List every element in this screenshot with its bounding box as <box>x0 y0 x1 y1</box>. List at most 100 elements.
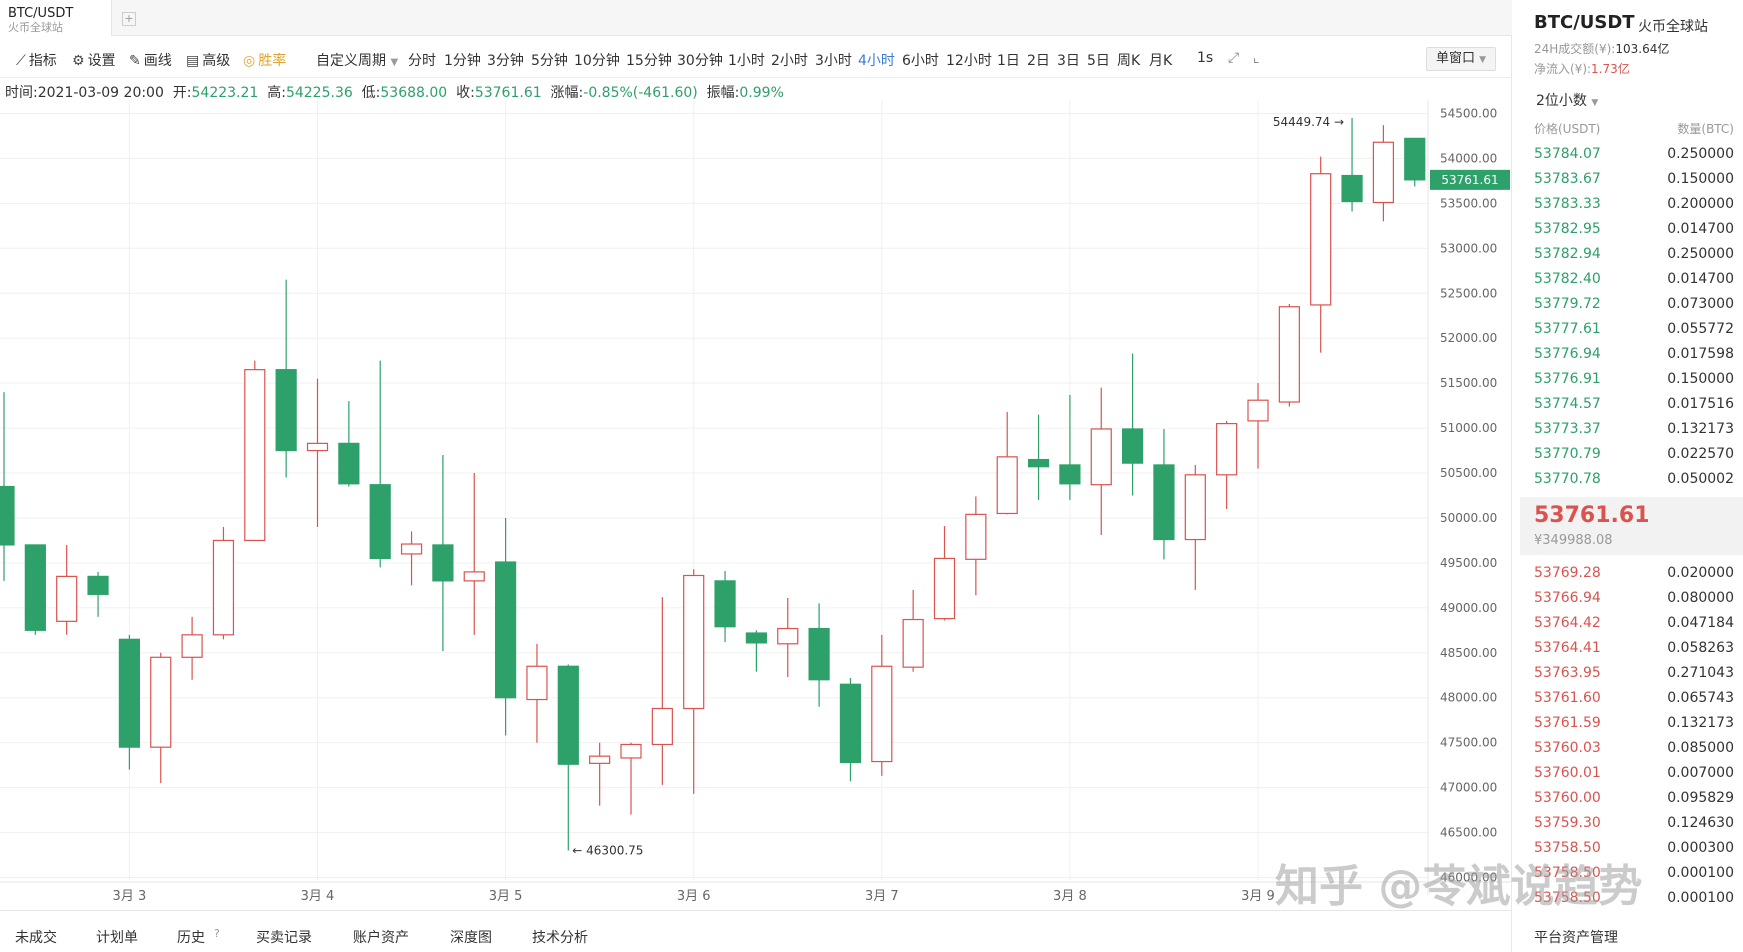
bid-row[interactable]: 53770.79 0.022570 <box>1534 446 1734 471</box>
winrate-button[interactable]: ◎ 胜率 <box>243 50 286 70</box>
ask-row[interactable]: 53758.50 0.000300 <box>1534 840 1734 865</box>
ask-row[interactable]: 53764.41 0.058263 <box>1534 640 1734 665</box>
candlestick-chart[interactable]: 46000.00 46500.00 47000.00 47500.00 48000.00… <box>0 100 1512 910</box>
settings-button[interactable]: ⚙ 设置 <box>72 50 116 70</box>
period-14[interactable]: 2日 <box>1027 53 1050 69</box>
time-label: 时间: <box>5 85 38 101</box>
bid-row[interactable]: 53784.07 0.250000 <box>1534 146 1734 171</box>
platform-assets-link[interactable]: 平台资产管理 <box>1534 930 1618 946</box>
tab-technical-analysis[interactable]: 技术分析 <box>532 930 588 946</box>
period-13[interactable]: 1日 <box>997 53 1020 69</box>
candle-body <box>620 743 642 759</box>
order-quantity: 0.124630 <box>1667 815 1734 831</box>
bid-row[interactable]: 53779.72 0.073000 <box>1534 296 1734 321</box>
y-tick-label: 48500.00 <box>1440 646 1497 660</box>
screenshot-icon[interactable]: ⌞ <box>1253 50 1260 66</box>
ask-row[interactable]: 53764.42 0.047184 <box>1534 615 1734 640</box>
advanced-button[interactable]: ▤ 高级 <box>186 50 230 70</box>
net-inflow: 净流入(¥):1.73亿 <box>1534 60 1630 77</box>
custom-period-dropdown[interactable]: 自定义周期 ▼ <box>316 50 398 70</box>
decimals-dropdown[interactable]: 2位小数 ▼ <box>1536 90 1598 110</box>
low-value: 53688.00 <box>380 85 448 101</box>
y-tick-label: 53500.00 <box>1440 196 1497 210</box>
chart-line-icon: ⟋ <box>16 53 26 69</box>
add-tab-button[interactable]: + <box>122 12 136 26</box>
bid-row[interactable]: 53782.94 0.250000 <box>1534 246 1734 271</box>
candle-body <box>87 575 109 595</box>
order-price: 53763.95 <box>1534 665 1601 681</box>
period-8[interactable]: 2小时 <box>771 53 808 69</box>
bid-row[interactable]: 53782.40 0.014700 <box>1534 271 1734 296</box>
fullscreen-icon[interactable]: ⤢ <box>1228 50 1240 66</box>
one-second-button[interactable]: 1s <box>1197 50 1214 66</box>
ask-row[interactable]: 53760.03 0.085000 <box>1534 740 1734 765</box>
order-quantity: 0.085000 <box>1667 740 1734 756</box>
candle-body <box>0 485 15 546</box>
period-11[interactable]: 6小时 <box>902 53 939 69</box>
ask-row[interactable]: 53766.94 0.080000 <box>1534 590 1734 615</box>
symbol-tab[interactable]: BTC/USDT 火币全球站 <box>0 0 112 36</box>
tab-plan-orders[interactable]: 计划单 <box>96 930 138 946</box>
candle-body <box>1184 474 1206 541</box>
chart-panel: BTC/USDT 火币全球站 + ⟋ 指标 ⚙ 设置 ✎ 画线 ▤ 高级 ◎ 胜率 自定义… <box>0 0 1512 952</box>
period-5[interactable]: 15分钟 <box>626 53 672 69</box>
period-12[interactable]: 12小时 <box>946 53 992 69</box>
bid-row[interactable]: 53776.91 0.150000 <box>1534 371 1734 396</box>
ask-row[interactable]: 53758.50 0.000100 <box>1534 865 1734 890</box>
period-2[interactable]: 3分钟 <box>487 53 524 69</box>
candle-body <box>714 580 736 628</box>
period-0[interactable]: 分时 <box>408 53 436 69</box>
ask-row[interactable]: 53760.01 0.007000 <box>1534 765 1734 790</box>
period-1[interactable]: 1分钟 <box>444 53 481 69</box>
x-tick-label: 3月 9 <box>1241 889 1275 904</box>
bid-row[interactable]: 53774.57 0.017516 <box>1534 396 1734 421</box>
bid-row[interactable]: 53773.37 0.132173 <box>1534 421 1734 446</box>
tab-account-assets[interactable]: 账户资产 <box>353 930 409 946</box>
bid-row[interactable]: 53776.94 0.017598 <box>1534 346 1734 371</box>
ask-row[interactable]: 53761.60 0.065743 <box>1534 690 1734 715</box>
ask-row[interactable]: 53769.28 0.020000 <box>1534 565 1734 590</box>
period-9[interactable]: 3小时 <box>815 53 852 69</box>
bid-row[interactable]: 53783.67 0.150000 <box>1534 171 1734 196</box>
bid-row[interactable]: 53782.95 0.014700 <box>1534 221 1734 246</box>
candle-body <box>400 543 423 555</box>
ask-row[interactable]: 53761.59 0.132173 <box>1534 715 1734 740</box>
tab-open-orders[interactable]: 未成交 <box>15 930 57 946</box>
candle-body <box>1059 464 1081 485</box>
tab-trade-records[interactable]: 买卖记录 <box>256 930 312 946</box>
period-10-active[interactable]: 4小时 <box>858 53 895 69</box>
y-tick-label: 52500.00 <box>1440 286 1497 300</box>
order-quantity: 0.200000 <box>1667 196 1734 212</box>
y-tick-label: 48000.00 <box>1440 691 1497 705</box>
period-3[interactable]: 5分钟 <box>531 53 568 69</box>
period-7[interactable]: 1小时 <box>728 53 765 69</box>
order-quantity: 0.014700 <box>1667 271 1734 287</box>
custom-period-label: 自定义周期 <box>316 53 386 69</box>
bid-row[interactable]: 53783.33 0.200000 <box>1534 196 1734 221</box>
period-15[interactable]: 3日 <box>1057 53 1080 69</box>
tab-history[interactable]: 历史 <box>177 930 205 946</box>
tab-depth-chart[interactable]: 深度图 <box>450 930 492 946</box>
y-tick-label: 54500.00 <box>1440 106 1497 120</box>
tab-symbol: BTC/USDT <box>8 6 74 21</box>
ask-row[interactable]: 53758.50 0.000100 <box>1534 890 1734 915</box>
ask-row[interactable]: 53759.30 0.124630 <box>1534 815 1734 840</box>
period-6[interactable]: 30分钟 <box>677 53 723 69</box>
candle-body <box>495 561 517 699</box>
indicators-button[interactable]: ⟋ 指标 <box>16 50 57 70</box>
candle-body <box>150 656 172 748</box>
draw-button[interactable]: ✎ 画线 <box>129 50 172 70</box>
period-16[interactable]: 5日 <box>1087 53 1110 69</box>
help-icon[interactable]: ? <box>214 927 220 940</box>
candle-body <box>118 638 141 748</box>
bid-row[interactable]: 53770.78 0.050002 <box>1534 471 1734 496</box>
period-18[interactable]: 月K <box>1149 53 1173 69</box>
order-price: 53760.03 <box>1534 740 1601 756</box>
period-17[interactable]: 周K <box>1117 53 1141 69</box>
ask-row[interactable]: 53763.95 0.271043 <box>1534 665 1734 690</box>
window-mode-dropdown[interactable]: 单窗口 ▼ <box>1426 47 1496 71</box>
period-4[interactable]: 10分钟 <box>574 53 620 69</box>
bid-row[interactable]: 53777.61 0.055772 <box>1534 321 1734 346</box>
time-value: 2021-03-09 20:00 <box>37 85 164 101</box>
ask-row[interactable]: 53760.00 0.095829 <box>1534 790 1734 815</box>
